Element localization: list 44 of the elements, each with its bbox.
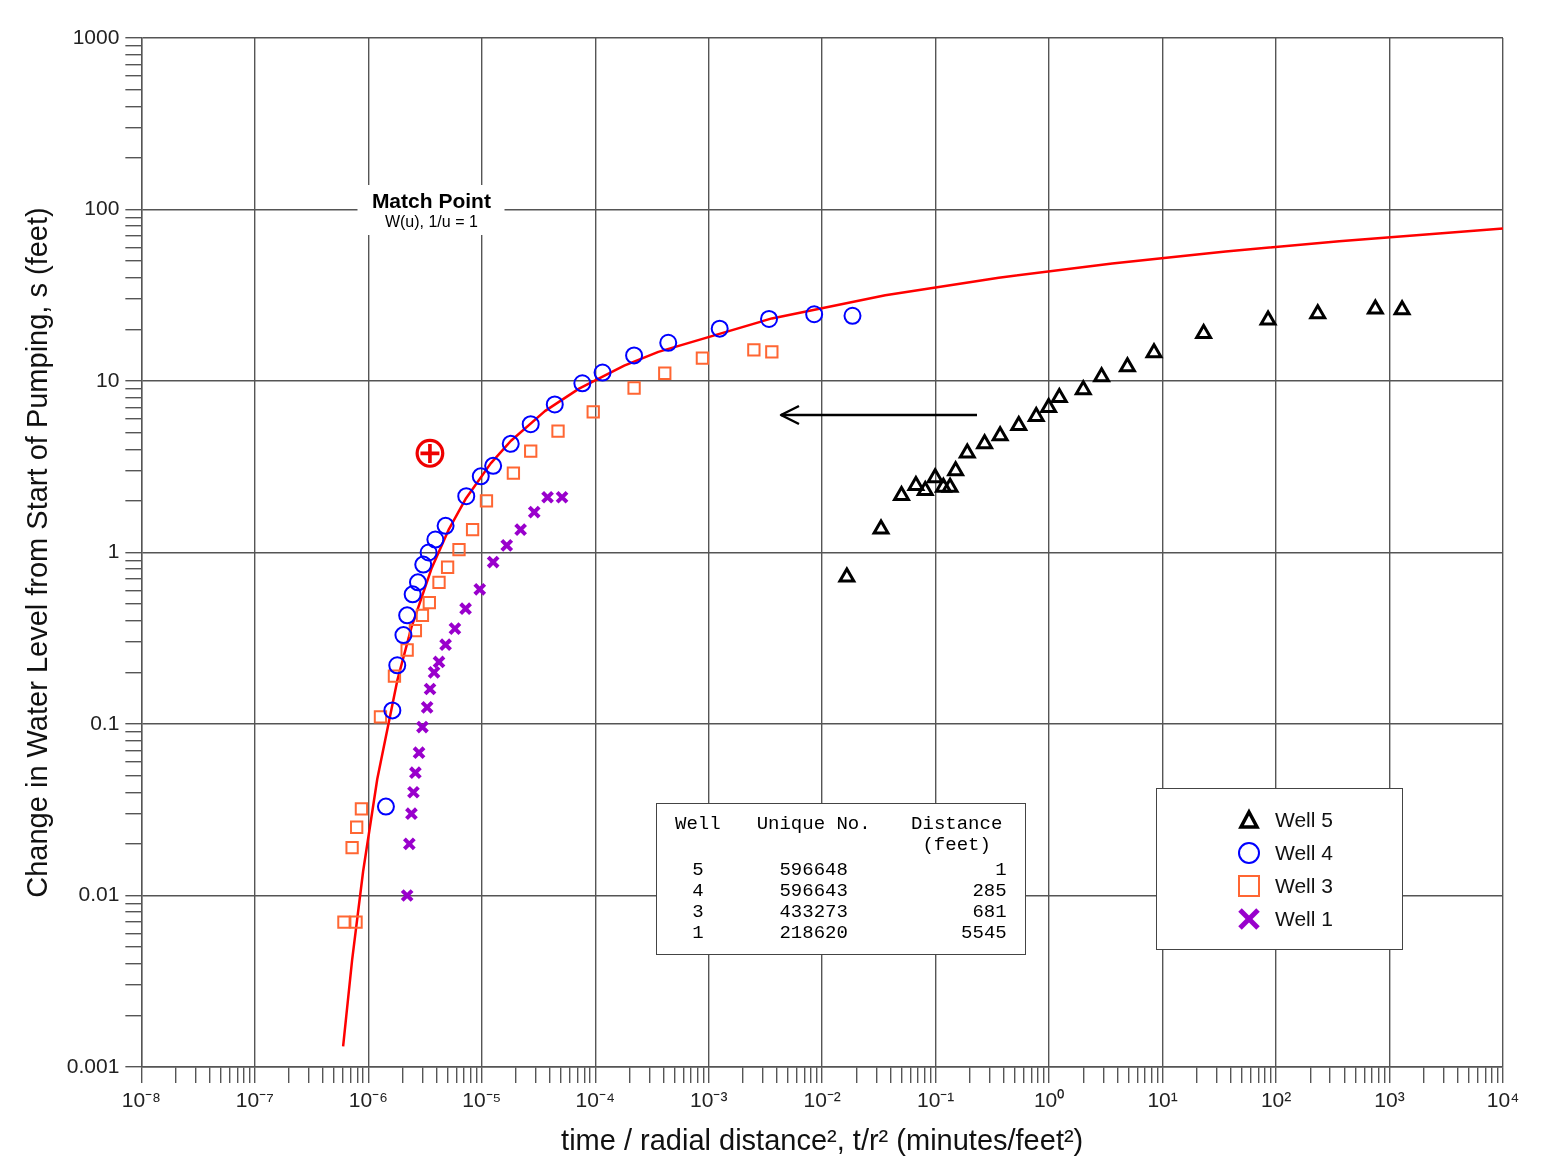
- annotation: 433273: [778, 900, 849, 923]
- annotation: Distance (feet): [910, 811, 1004, 858]
- x-tick-label: 10⁻⁶: [348, 1088, 388, 1112]
- annotation: 596648: [778, 858, 849, 881]
- y-tick-label: 0.001: [66, 1053, 120, 1077]
- y-tick-label: 10: [95, 367, 120, 391]
- annotation: 5545: [960, 921, 1008, 946]
- y-tick-label: 0.1: [90, 710, 120, 734]
- annotation: 1: [691, 921, 705, 946]
- x-tick-label: 10⁻⁸: [121, 1088, 161, 1112]
- x-tick-label: 10⁻³: [690, 1088, 728, 1112]
- x-tick-label: 10⁴: [1486, 1088, 1520, 1112]
- x-tick-label: 10⁰: [1033, 1088, 1065, 1112]
- x-tick-label: 10³: [1374, 1088, 1405, 1112]
- legend-label: Well 1: [1275, 906, 1333, 931]
- annotation: W(u), 1/u = 1: [383, 212, 479, 231]
- annotation: 3: [691, 900, 705, 923]
- x-tick-label: 10⁻⁴: [575, 1088, 615, 1112]
- annotation: Unique No.: [755, 811, 872, 837]
- annotation: 596643: [778, 879, 849, 902]
- x-tick-label: 10⁻⁵: [462, 1088, 502, 1112]
- x-tick-label: 10⁻⁷: [235, 1088, 274, 1112]
- annotation: 5: [691, 858, 705, 881]
- y-tick-label: 100: [84, 196, 120, 220]
- annotation: 681: [971, 900, 1008, 923]
- x-tick-label: 10²: [1260, 1088, 1292, 1112]
- y-axis-title: Change in Water Level from Start of Pumping, s (feet): [21, 207, 54, 898]
- annotation: ⊕: [411, 426, 449, 478]
- annotation: 1: [994, 858, 1008, 881]
- x-axis-title: time / radial distance², t/r² (minutes/feet²): [561, 1123, 1084, 1156]
- annotation: Match Point: [371, 188, 491, 213]
- x-tick-label: 10⁻²: [803, 1088, 841, 1112]
- y-tick-label: 1: [107, 539, 120, 563]
- annotation: 218620: [778, 921, 849, 946]
- y-tick-label: 1000: [72, 24, 120, 48]
- legend-label: Well 5: [1275, 807, 1333, 832]
- annotation: 285: [971, 879, 1008, 902]
- y-tick-label: 0.01: [78, 882, 120, 906]
- legend-label: Well 3: [1275, 873, 1333, 898]
- x-tick-label: 10¹: [1147, 1088, 1178, 1112]
- x-tick-label: 10⁻¹: [916, 1088, 955, 1112]
- annotation: Well: [674, 811, 722, 837]
- annotation: 4: [691, 879, 705, 902]
- legend-label: Well 4: [1275, 840, 1333, 865]
